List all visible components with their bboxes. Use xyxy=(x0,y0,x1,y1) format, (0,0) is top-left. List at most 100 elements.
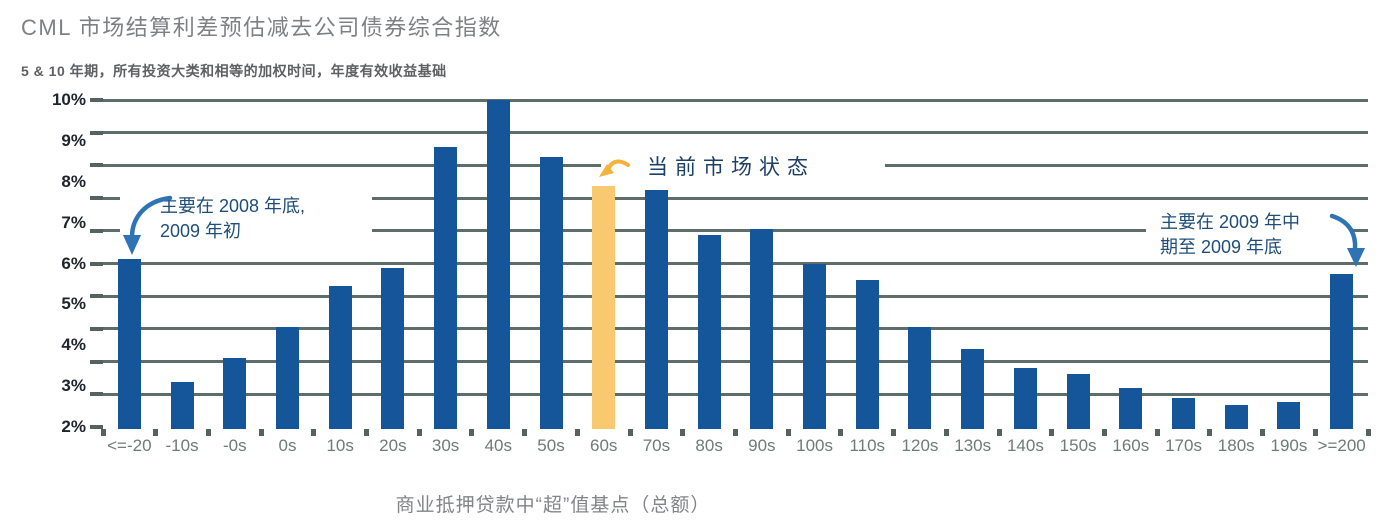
x-tick-mark xyxy=(680,429,686,436)
y-tick-label: 5% xyxy=(61,294,86,314)
bar-190s xyxy=(1277,402,1301,429)
bar--10s xyxy=(170,382,194,429)
gridline xyxy=(103,98,1368,102)
x-tick-mark xyxy=(1101,429,1107,436)
x-tick-label: 30s xyxy=(431,436,460,455)
y-tick-mark xyxy=(90,130,103,135)
bar-180s xyxy=(1224,404,1248,429)
y-tick-label: 7% xyxy=(61,212,86,232)
x-tick-label: 70s xyxy=(642,436,671,455)
x-tick-mark xyxy=(996,429,1002,436)
y-tick-mark xyxy=(90,261,103,266)
x-tick-mark xyxy=(574,429,580,436)
x-tick-label: 100s xyxy=(796,436,833,455)
x-tick-mark xyxy=(364,429,370,436)
gridline xyxy=(103,327,1368,331)
x-tick-mark xyxy=(1154,429,1160,436)
y-tick-mark xyxy=(90,359,103,364)
x-tick-label: 110s xyxy=(849,436,886,455)
bar-20s xyxy=(381,267,405,429)
annotation-2008-text: 主要在 2008 年底, 2009 年初 xyxy=(160,194,305,244)
bar-100s xyxy=(803,263,827,429)
x-tick-mark xyxy=(1312,429,1318,436)
x-tick-mark xyxy=(258,429,264,436)
x-tick-mark xyxy=(311,429,317,436)
y-tick-mark xyxy=(90,294,103,299)
y-tick-label: 3% xyxy=(61,376,86,396)
x-tick-label: -10s xyxy=(165,436,199,455)
y-tick-label: 4% xyxy=(61,335,86,355)
gridline xyxy=(103,196,1368,200)
y-tick-mark xyxy=(90,196,103,201)
x-tick-label: 40s xyxy=(484,436,513,455)
x-tick-mark xyxy=(785,429,791,436)
annotation-2009-line1: 主要在 2009 年中 xyxy=(1160,212,1301,232)
bar->=200 xyxy=(1330,273,1354,429)
gridline xyxy=(103,392,1368,396)
bar-70s xyxy=(644,189,668,429)
y-tick-mark xyxy=(90,425,103,429)
x-tick-label: 50s xyxy=(537,436,565,455)
x-tick-mark xyxy=(627,429,633,436)
gridline xyxy=(103,131,1368,135)
y-tick-label: 6% xyxy=(61,253,86,273)
bar-30s xyxy=(434,147,458,429)
bar--0s xyxy=(223,357,247,429)
x-tick-label: >=200 xyxy=(1317,436,1366,455)
bar-160s xyxy=(1119,388,1143,429)
y-tick-mark xyxy=(90,163,103,168)
bar-130s xyxy=(961,349,985,429)
gridline xyxy=(103,262,1368,265)
x-tick-mark xyxy=(1260,429,1266,436)
bar-10s xyxy=(328,285,352,429)
bar-60s xyxy=(592,185,616,429)
bar-90s xyxy=(750,228,774,429)
x-tick-label: 160s xyxy=(1112,436,1150,455)
x-tick-mark xyxy=(943,429,949,436)
x-tick-label: 180s xyxy=(1217,436,1255,455)
bar-50s xyxy=(539,157,563,429)
bar-40s xyxy=(486,100,510,429)
gridline xyxy=(103,229,1368,233)
x-tick-label: 0s xyxy=(278,436,297,455)
x-tick-mark xyxy=(1365,429,1371,436)
x-tick-mark xyxy=(416,429,422,436)
gridline xyxy=(103,360,1368,364)
annotation-2009-text: 主要在 2009 年中 期至 2009 年底 xyxy=(1160,210,1300,260)
y-tick-label: 9% xyxy=(61,130,86,150)
bar-120s xyxy=(908,326,932,429)
bar-150s xyxy=(1066,373,1090,429)
y-tick-mark xyxy=(90,98,103,102)
y-tick-label: 2% xyxy=(61,417,86,436)
x-tick-label: 80s xyxy=(695,436,723,455)
x-tick-label: <=-20 xyxy=(107,436,152,455)
x-tick-mark xyxy=(522,429,528,436)
x-tick-label: -0s xyxy=(222,436,247,455)
curved-arrow-orange-icon xyxy=(599,159,630,177)
x-tick-mark xyxy=(838,429,844,436)
y-tick-label: 8% xyxy=(61,171,86,191)
curved-arrow-down-right-icon xyxy=(1329,213,1365,267)
x-tick-label: 150s xyxy=(1059,436,1097,455)
x-tick-label: 20s xyxy=(379,436,407,455)
annotation-bg-right xyxy=(1146,205,1352,262)
bar-0s xyxy=(275,326,299,429)
y-tick-mark xyxy=(90,392,103,397)
x-tick-mark xyxy=(733,429,738,436)
bar-140s xyxy=(1013,367,1037,429)
y-tick-mark xyxy=(90,326,103,331)
x-tick-mark xyxy=(1049,429,1055,436)
x-tick-label: 170s xyxy=(1165,436,1202,455)
bar-170s xyxy=(1172,398,1196,429)
gridline xyxy=(103,294,1368,298)
x-tick-mark xyxy=(891,429,897,436)
x-tick-label: 90s xyxy=(748,436,776,455)
y-tick-mark xyxy=(90,228,103,233)
bar-110s xyxy=(855,279,879,429)
x-tick-label: 140s xyxy=(1006,436,1044,455)
bar-80s xyxy=(697,234,721,429)
x-tick-mark xyxy=(153,429,159,436)
page-title: CML 市场结算利差预估减去公司债券综合指数 xyxy=(21,15,502,40)
